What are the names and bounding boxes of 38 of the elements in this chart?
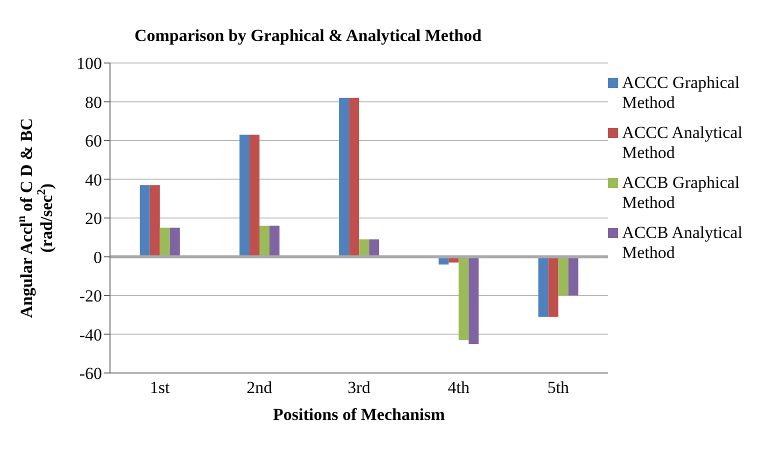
legend-label: ACCB Graphical Method: [622, 173, 741, 213]
bar: [160, 228, 170, 257]
bar: [359, 239, 370, 257]
legend-label: ACCC Graphical Method: [622, 73, 741, 113]
bar: [339, 98, 350, 257]
x-tick-label: 3rd: [348, 378, 371, 398]
y-tick-label: -40: [79, 325, 102, 344]
x-tick-label: 5th: [547, 378, 570, 398]
chart-title: Comparison by Graphical & Analytical Method: [133, 26, 483, 46]
x-tick-label: 2nd: [246, 378, 273, 398]
y-tick-label: 20: [85, 209, 102, 228]
bar: [269, 226, 280, 257]
bar: [369, 239, 380, 257]
bar: [558, 256, 568, 296]
bar: [568, 256, 578, 296]
y-tick-label: 100: [76, 54, 102, 74]
bar: [259, 226, 270, 257]
bar: [249, 134, 260, 257]
y-tick-label: 80: [85, 92, 102, 112]
x-tick-label: 1st: [150, 378, 170, 398]
y-tick-label: 40: [85, 170, 102, 190]
x-axis-title: Positions of Mechanism: [273, 405, 445, 424]
bar: [150, 185, 160, 257]
y-tick-label: -60: [79, 364, 102, 384]
bar: [468, 256, 479, 344]
bar: [548, 256, 558, 317]
bar: [458, 256, 469, 340]
y-tick-label: -20: [79, 286, 102, 306]
bar: [170, 228, 180, 257]
bar: [538, 256, 548, 317]
x-tick-label: 4th: [448, 378, 470, 398]
y-tick-label: 0: [94, 248, 102, 267]
y-tick-label: 60: [85, 132, 102, 151]
bar: [140, 185, 150, 257]
bar: [349, 98, 360, 257]
legend-label: ACCC Analytical Method: [622, 123, 744, 163]
bar: [239, 134, 250, 257]
legend-label: ACCB Analytical Method: [622, 223, 744, 263]
